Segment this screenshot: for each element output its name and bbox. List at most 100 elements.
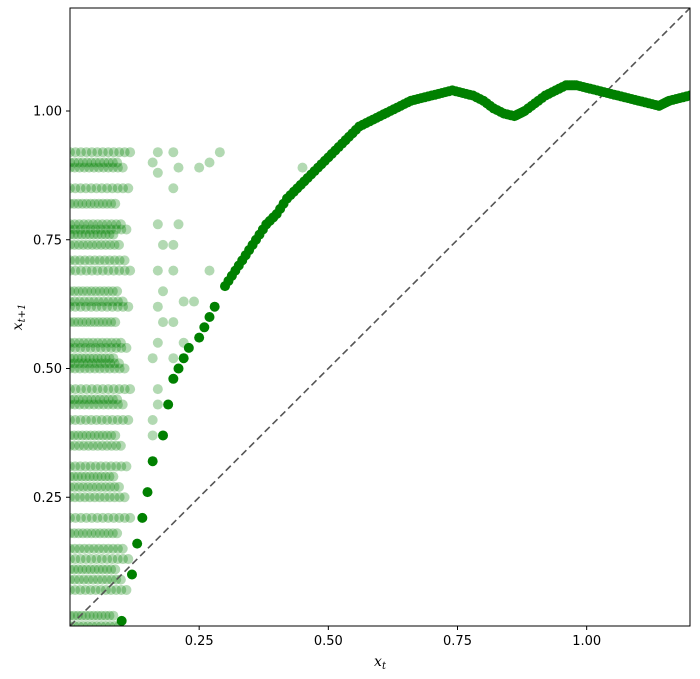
background-point xyxy=(116,224,127,235)
background-point xyxy=(74,219,85,230)
background-point xyxy=(104,229,115,240)
background-point xyxy=(80,183,91,194)
background-point xyxy=(89,492,100,503)
background-point xyxy=(102,183,113,194)
background-point xyxy=(123,301,134,312)
background-point xyxy=(70,198,80,209)
background-point xyxy=(73,528,84,539)
background-point xyxy=(73,621,84,626)
background-point xyxy=(98,399,109,410)
background-point xyxy=(93,543,104,554)
background-point xyxy=(70,239,75,250)
background-point xyxy=(73,564,84,575)
background-point xyxy=(115,440,126,451)
background-point xyxy=(79,543,90,554)
y-tick-label: 1.00 xyxy=(33,105,62,120)
background-point xyxy=(84,399,95,410)
background-point xyxy=(91,621,102,626)
background-point xyxy=(77,430,88,441)
background-point xyxy=(112,415,123,425)
background-point xyxy=(84,162,95,173)
background-point xyxy=(194,162,205,173)
background-point xyxy=(88,440,99,451)
background-point xyxy=(70,342,81,353)
background-point xyxy=(117,301,128,312)
map-point xyxy=(127,569,137,580)
background-point xyxy=(109,492,120,503)
background-point xyxy=(84,296,95,307)
background-point xyxy=(97,564,108,575)
background-point xyxy=(101,574,112,585)
background-point xyxy=(85,342,96,353)
background-point xyxy=(101,337,112,348)
background-point xyxy=(98,162,109,173)
background-point xyxy=(106,430,117,441)
background-point xyxy=(125,512,136,523)
background-point xyxy=(70,353,75,364)
background-point xyxy=(70,162,80,173)
background-point xyxy=(82,157,93,168)
background-point xyxy=(80,415,91,425)
background-point xyxy=(147,157,158,168)
background-point xyxy=(84,229,95,240)
background-point xyxy=(77,286,88,297)
background-point xyxy=(105,621,116,626)
background-point xyxy=(91,481,102,492)
background-point xyxy=(158,317,168,328)
background-point xyxy=(104,353,115,364)
background-point xyxy=(81,265,92,276)
background-point xyxy=(85,224,96,235)
background-point xyxy=(75,342,86,353)
identity-line xyxy=(70,8,690,626)
background-point xyxy=(107,554,118,565)
background-point xyxy=(97,512,108,523)
x-tick-label: 1.00 xyxy=(572,634,601,649)
background-point xyxy=(168,317,179,328)
background-point xyxy=(79,363,90,374)
background-point xyxy=(96,358,107,369)
background-point xyxy=(84,471,95,482)
background-point xyxy=(86,512,97,523)
background-point xyxy=(90,157,101,168)
background-point xyxy=(152,265,163,276)
background-point xyxy=(70,430,80,441)
background-point xyxy=(111,337,122,348)
background-point xyxy=(81,384,92,395)
background-point xyxy=(73,358,84,369)
plot-area xyxy=(70,8,690,626)
background-point xyxy=(117,296,128,307)
background-point xyxy=(112,301,123,312)
background-point xyxy=(106,224,117,235)
background-point xyxy=(100,481,111,492)
background-point xyxy=(73,198,84,209)
background-point xyxy=(168,239,179,250)
background-point xyxy=(90,286,101,297)
background-point xyxy=(78,574,89,585)
background-point xyxy=(106,461,117,472)
background-point xyxy=(100,229,111,240)
background-point xyxy=(114,384,125,395)
background-point xyxy=(89,198,100,209)
map-point xyxy=(194,332,205,343)
background-point xyxy=(70,363,80,374)
map-point xyxy=(178,353,189,364)
background-point xyxy=(82,481,93,492)
background-point xyxy=(70,384,81,395)
background-point xyxy=(92,471,103,482)
background-point xyxy=(158,239,168,250)
background-point xyxy=(70,301,81,312)
background-point xyxy=(173,162,184,173)
background-point xyxy=(87,621,98,626)
background-point xyxy=(103,162,114,173)
background-point xyxy=(70,610,79,621)
background-point xyxy=(85,564,96,575)
background-point xyxy=(108,512,119,523)
background-point xyxy=(84,363,95,374)
background-point xyxy=(73,394,84,405)
background-point xyxy=(105,481,116,492)
background-point xyxy=(78,481,89,492)
background-point xyxy=(70,296,80,307)
background-point xyxy=(152,167,163,178)
background-point xyxy=(91,183,102,194)
background-point xyxy=(82,394,93,405)
